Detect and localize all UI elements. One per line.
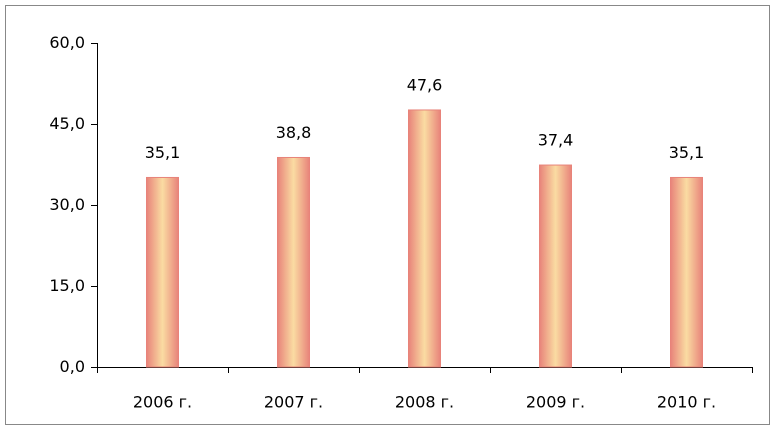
- value-label: 35,1: [669, 143, 705, 162]
- bar: [146, 176, 179, 368]
- value-label: 35,1: [145, 143, 181, 162]
- x-tick-label: 2006 г.: [133, 393, 192, 412]
- y-tick-label: 0,0: [60, 357, 85, 376]
- x-tick-label: 2007 г.: [264, 393, 323, 412]
- x-tick-label: 2010 г.: [657, 393, 716, 412]
- value-label: 37,4: [538, 131, 574, 150]
- y-tick-label: 30,0: [49, 195, 85, 214]
- bar: [539, 164, 572, 368]
- x-tick-label: 2009 г.: [526, 393, 585, 412]
- chart-frame: [5, 5, 770, 425]
- value-label: 47,6: [407, 75, 443, 94]
- x-tick-label: 2008 г.: [395, 393, 454, 412]
- bar: [277, 156, 310, 368]
- y-tick-label: 60,0: [49, 33, 85, 52]
- bar: [670, 176, 703, 368]
- value-label: 38,8: [276, 123, 312, 142]
- y-tick-label: 15,0: [49, 276, 85, 295]
- bar: [408, 109, 441, 368]
- y-tick-label: 45,0: [49, 114, 85, 133]
